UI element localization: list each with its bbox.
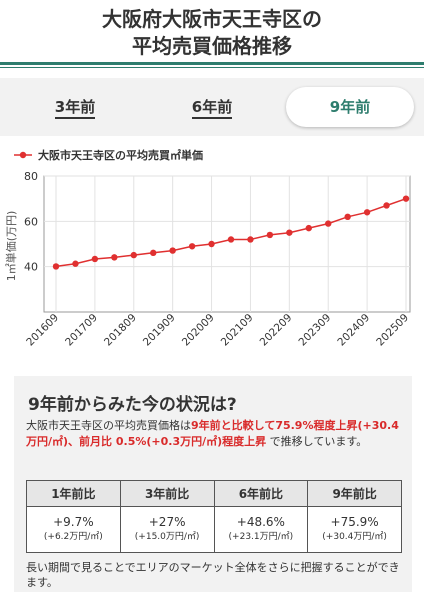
summary-text-highlight: 9年前と比較して75.9%程度上昇(+30.4万円/㎡)、前月比 0.5%(+0… <box>26 419 399 448</box>
x-tick-label: 202409 <box>335 312 372 349</box>
comparison-header: 9年前比 <box>307 480 402 507</box>
data-point <box>344 213 351 220</box>
x-tick-label: 202309 <box>297 312 334 349</box>
comparison-table: 1年前比 3年前比 6年前比 9年前比 +9.7% (+6.2万円/㎡) +27%… <box>26 480 402 553</box>
price-chart: 大阪市天王寺区の平均売買㎡単価 1㎡単価(万円) 40 60 80 201609 20… <box>0 140 424 370</box>
summary-panel: 9年前からみた今の状況は? 大阪市天王寺区の平均売買価格は9年前と比較して75.… <box>14 376 412 592</box>
data-point <box>383 202 390 209</box>
data-point <box>150 249 157 257</box>
comparison-amount: (+23.1万円/㎡) <box>228 531 294 542</box>
comparison-cell: +48.6% (+23.1万円/㎡) <box>213 506 309 553</box>
summary-heading: 9年前からみた今の状況は? <box>28 395 237 415</box>
comparison-cell: +75.9% (+30.4万円/㎡) <box>307 506 402 553</box>
summary-text-post: で推移しています。 <box>266 435 368 448</box>
x-tick-label: 202509 <box>374 312 411 349</box>
comparison-cell: +27% (+15.0万円/㎡) <box>119 506 215 553</box>
period-tab-bar: 3年前 6年前 9年前 <box>0 78 424 136</box>
data-point <box>363 209 371 216</box>
data-point <box>111 254 118 261</box>
comparison-pct: +9.7% <box>53 514 94 529</box>
x-tick-label: 201909 <box>141 312 178 349</box>
summary-text: 大阪市天王寺区の平均売買価格は9年前と比較して75.9%程度上昇(+30.4万円… <box>26 418 406 450</box>
data-point <box>227 236 235 243</box>
title-divider-thin <box>0 67 424 68</box>
comparison-cell: +9.7% (+6.2万円/㎡) <box>26 506 121 553</box>
chart-grid <box>43 175 411 313</box>
summary-text-pre: 大阪市天王寺区の平均売買価格は <box>26 419 191 432</box>
series-line <box>55 197 407 268</box>
data-point <box>402 195 410 202</box>
comparison-pct: +27% <box>148 514 186 529</box>
data-point <box>266 231 274 239</box>
data-point <box>72 260 79 267</box>
legend-marker <box>19 151 27 159</box>
x-tick-label: 202209 <box>258 312 295 349</box>
comparison-header: 1年前比 <box>26 480 121 507</box>
page-title: 大阪府大阪市天王寺区の 平均売買価格推移 <box>0 6 424 60</box>
page-title-line1: 大阪府大阪市天王寺区の <box>102 7 322 31</box>
comparison-pct: +75.9% <box>330 514 379 529</box>
y-tick-labels: 40 60 80 <box>24 170 38 274</box>
y-tick-label: 40 <box>24 261 38 274</box>
chart-legend: 大阪市天王寺区の平均売買㎡単価 <box>14 148 203 162</box>
x-tick-labels: 201609 201709 201809 201909 202009 202109 2022… <box>24 312 411 349</box>
plot-frame <box>43 175 411 313</box>
comparison-amount: (+6.2万円/㎡) <box>43 531 103 542</box>
x-tick-label: 201609 <box>24 312 61 349</box>
x-tick-label: 202009 <box>180 312 217 349</box>
tab-9-years[interactable]: 9年前 <box>286 87 414 127</box>
data-point <box>305 224 312 232</box>
data-point <box>247 236 254 243</box>
x-tick-label: 201809 <box>102 312 139 349</box>
summary-note: 長い期間で見ることでエリアのマーケット全体をさらに把握することができます。 <box>26 561 400 589</box>
y-axis-label: 1㎡単価(万円) <box>4 211 18 282</box>
legend-label: 大阪市天王寺区の平均売買㎡単価 <box>38 148 203 162</box>
data-point <box>130 251 137 259</box>
tab-3-years[interactable]: 3年前 <box>20 87 130 127</box>
tab-3-years-label: 3年前 <box>54 98 96 119</box>
title-divider <box>0 62 424 65</box>
data-point <box>325 220 332 227</box>
data-point <box>91 255 99 263</box>
x-tick-label: 201709 <box>63 312 100 349</box>
data-point <box>52 263 60 270</box>
comparison-amount: (+30.4万円/㎡) <box>322 531 387 542</box>
tab-9-years-label: 9年前 <box>329 98 371 116</box>
comparison-value-row: +9.7% (+6.2万円/㎡) +27% (+15.0万円/㎡) +48.6% (+… <box>26 506 402 553</box>
chart-series <box>52 195 410 270</box>
comparison-header-row: 1年前比 3年前比 6年前比 9年前比 <box>26 480 402 507</box>
x-tick-label: 202109 <box>219 312 256 349</box>
tab-6-years[interactable]: 6年前 <box>157 87 267 127</box>
y-tick-label: 60 <box>24 215 38 228</box>
comparison-amount: (+15.0万円/㎡) <box>134 531 200 542</box>
data-point <box>286 229 293 236</box>
y-tick-label: 80 <box>24 170 38 183</box>
data-point <box>169 247 176 254</box>
tab-6-years-label: 6年前 <box>191 98 233 119</box>
data-point <box>188 243 196 250</box>
comparison-header: 3年前比 <box>119 480 215 507</box>
comparison-header: 6年前比 <box>213 480 309 507</box>
data-point <box>208 240 215 248</box>
comparison-pct: +48.6% <box>236 514 285 529</box>
page-title-line2: 平均売買価格推移 <box>132 34 292 58</box>
